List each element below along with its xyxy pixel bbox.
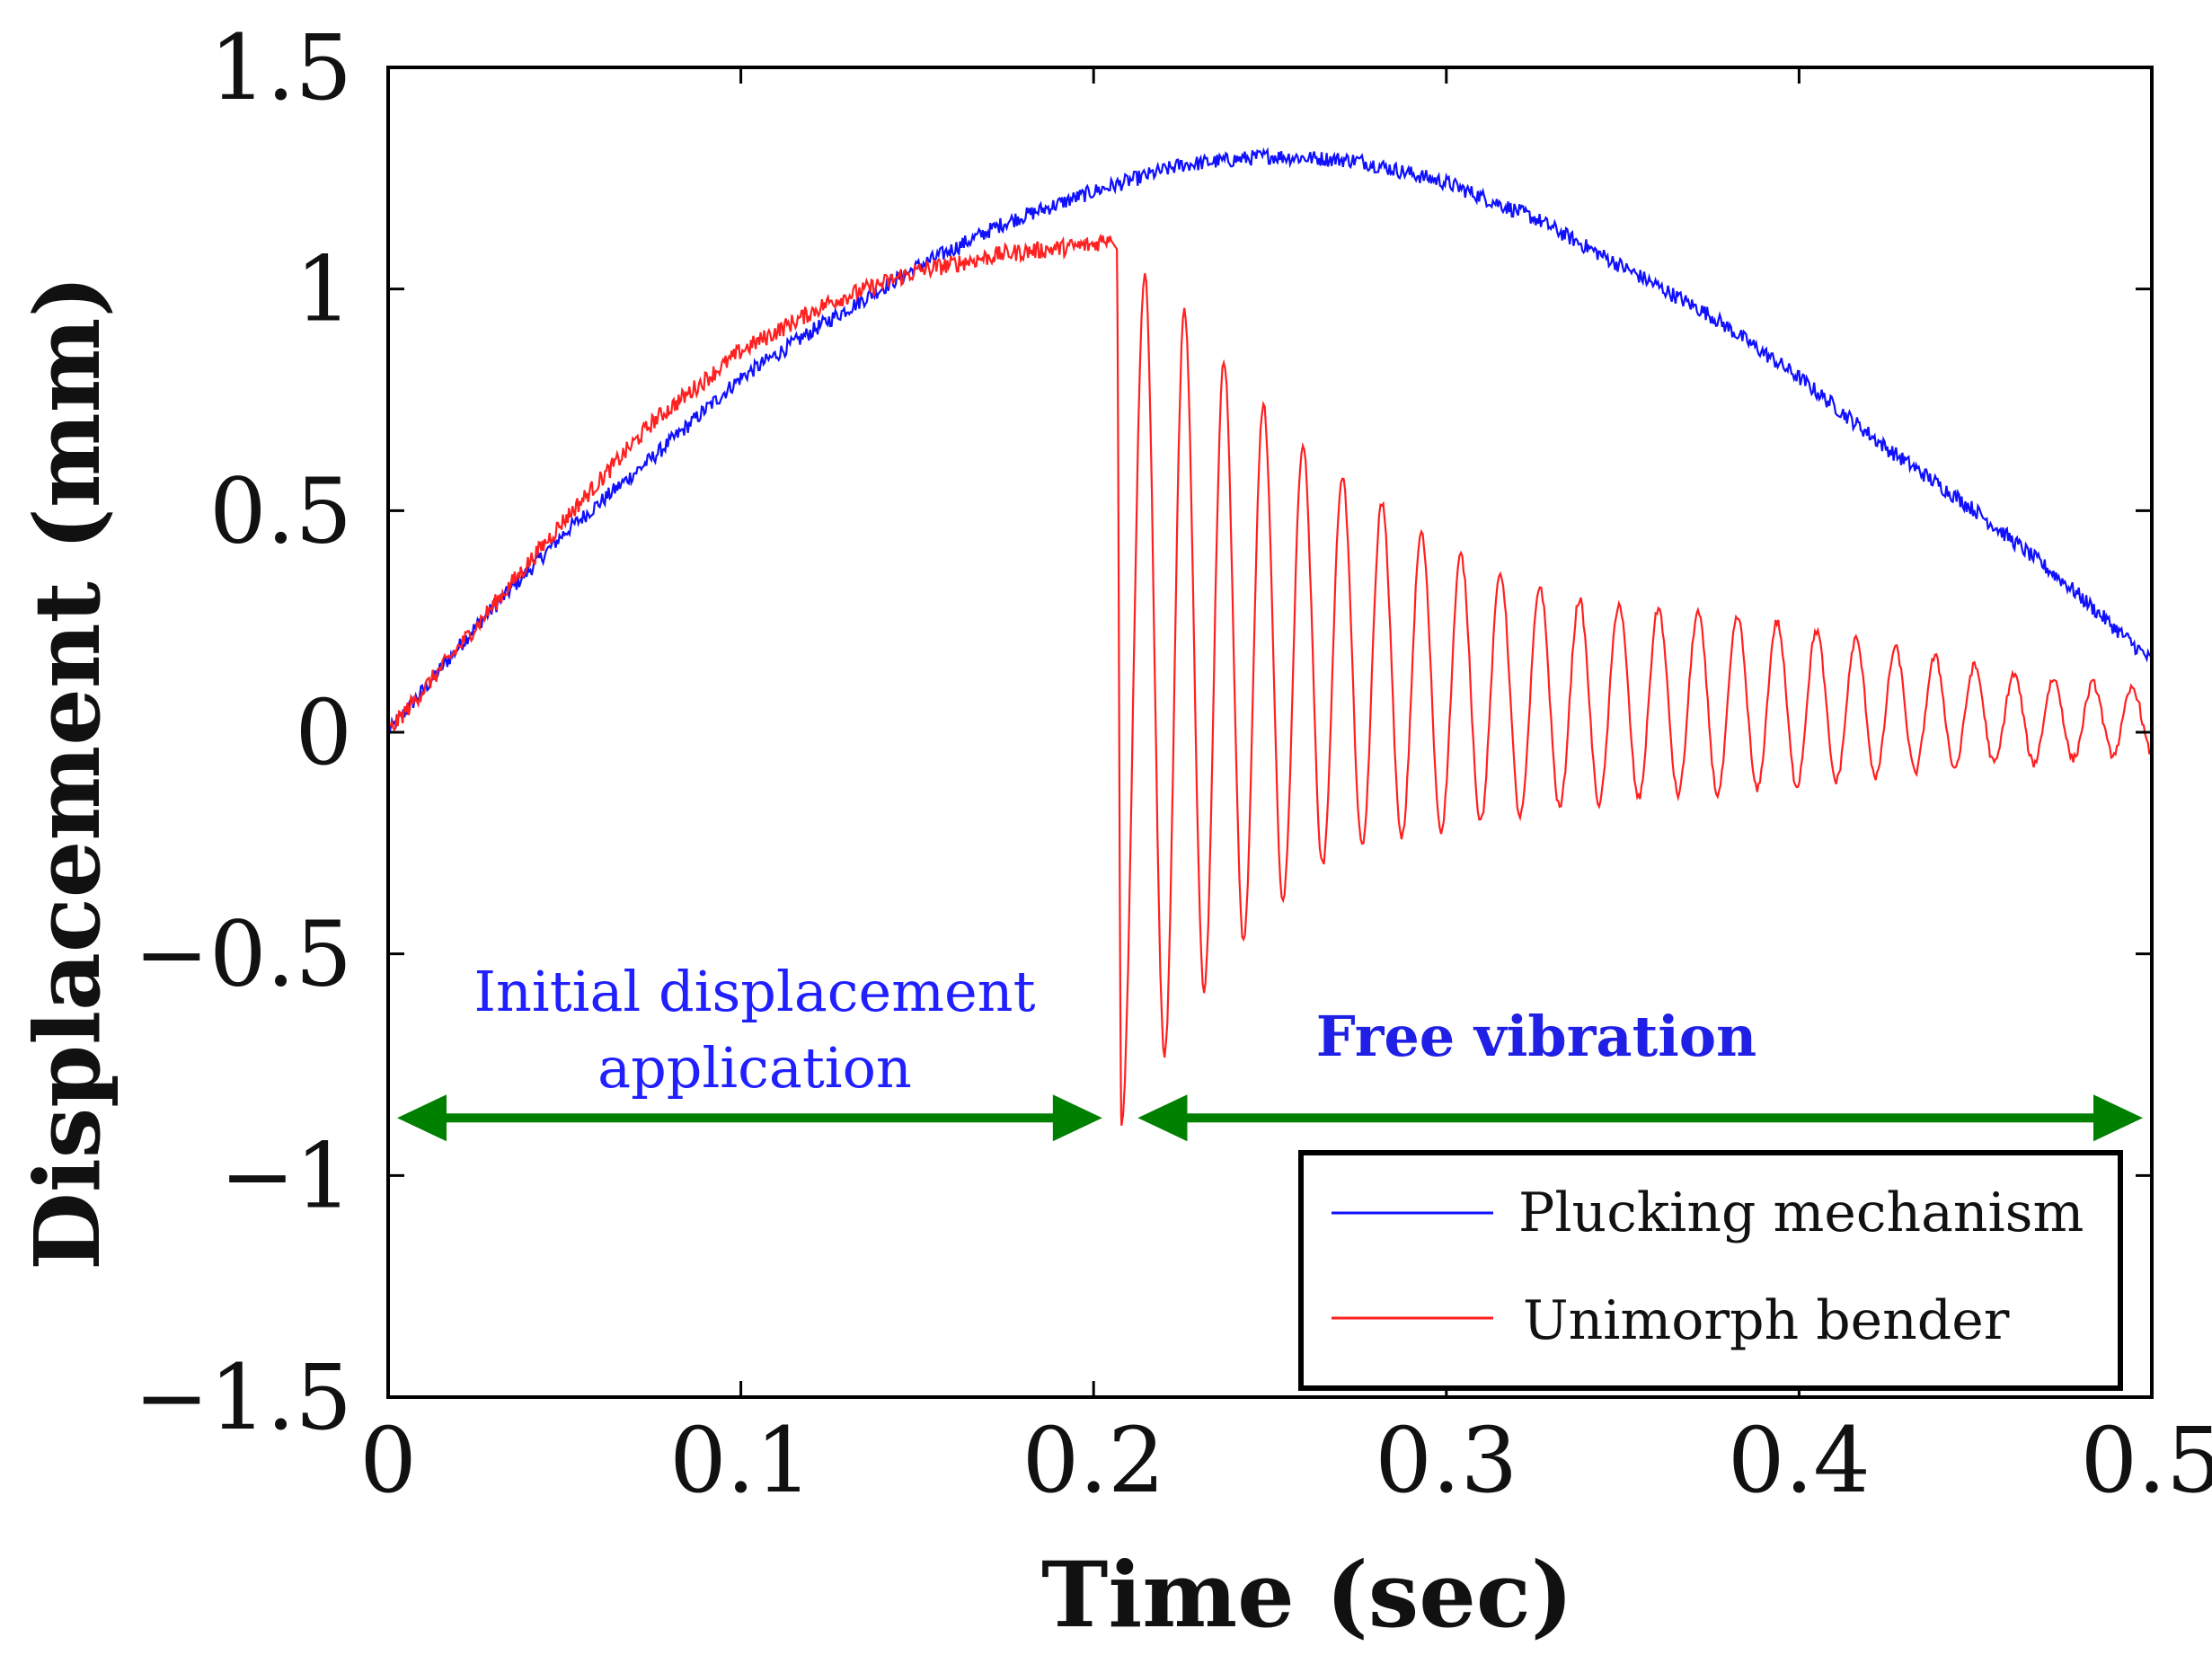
legend-box	[1298, 1150, 2123, 1391]
y-tick-label: 1	[295, 237, 352, 342]
y-tick-label: −1	[220, 1123, 352, 1228]
annotation-layer: Initial displacement application Free vi…	[397, 959, 2143, 1142]
annotation-initial-line2: application	[597, 1035, 912, 1101]
y-tick-label: −0.5	[134, 902, 352, 1007]
series-layer	[386, 146, 2153, 1127]
series-line-plucking-mechanism	[386, 146, 2153, 735]
annotation-free-vibration: Free vibration	[1316, 1004, 1756, 1069]
legend: Plucking mechanism Unimorph bender	[1298, 1150, 2123, 1391]
y-tick-label: 0	[295, 680, 352, 785]
x-tick-label: 0.3	[1375, 1408, 1517, 1513]
y-tick-label: −1.5	[134, 1345, 352, 1450]
y-axis-title: Displacement (mm)	[14, 275, 120, 1270]
x-tick-label: 0.4	[1728, 1408, 1871, 1513]
y-tick-label: 1.5	[209, 15, 352, 120]
x-tick-label: 0	[359, 1408, 417, 1513]
y-tick-label: 0.5	[209, 458, 352, 563]
x-axis-title: Time (sec)	[1041, 1542, 1573, 1648]
annotation-initial-line1: Initial displacement	[473, 959, 1035, 1024]
annotation-arrow-0	[397, 1094, 1102, 1142]
annotation-arrow-1	[1137, 1094, 2143, 1142]
tick-layer: 0 0.1 0.2 0.3 0.4 0.5 1.5 1 0.5 0 −0.5 −1 −1.5	[134, 15, 2212, 1513]
series-line-unimorph-bender	[386, 233, 2152, 1127]
legend-label-unimorph: Unimorph bender	[1523, 1289, 2010, 1352]
x-tick-label: 0.5	[2080, 1408, 2212, 1513]
x-tick-label: 0.2	[1022, 1408, 1165, 1513]
x-tick-label: 0.1	[669, 1408, 812, 1513]
plot-frame	[386, 66, 2154, 1399]
legend-label-plucking: Plucking mechanism	[1518, 1182, 2084, 1244]
